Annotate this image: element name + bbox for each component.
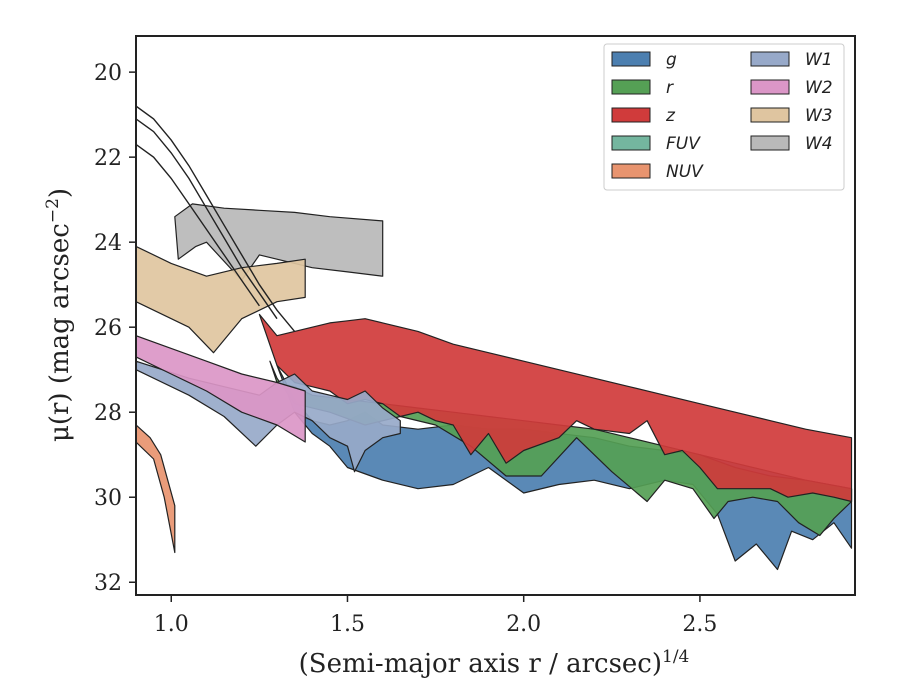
legend-swatch-w1 (750, 51, 790, 67)
y-tick-label: 28 (94, 401, 122, 426)
legend-label-w2: W2 (805, 78, 833, 98)
y-axis-ticks: 20 22 24 26 28 30 32 (94, 61, 136, 596)
plot-frame (135, 35, 856, 596)
profile-bands (136, 203, 853, 571)
x-axis-title: (Semi-major axis r / arcsec)1/4 (299, 647, 690, 679)
y-tick-label: 32 (94, 571, 122, 596)
y-tick-label: 22 (94, 146, 122, 171)
legend-swatch-z (611, 107, 651, 123)
legend-label-nuv: NUV (666, 162, 704, 182)
legend-label-z: z (665, 106, 676, 126)
model-lines (136, 105, 296, 332)
band-nuv (136, 424, 176, 554)
x-tick-label: 2.0 (506, 612, 541, 637)
legend-swatch-w2 (750, 79, 790, 95)
band-z (258, 313, 853, 503)
legend-label-g: g (666, 50, 677, 70)
x-axis-title-sup: 1/4 (662, 647, 689, 667)
legend-label-fuv: FUV (666, 134, 701, 154)
model-line-3 (136, 143, 260, 307)
y-tick-label: 26 (94, 316, 122, 341)
x-tick-label: 1.0 (154, 612, 189, 637)
y-axis-title: μ(r) (mag arcsec−2) (43, 188, 75, 442)
model-line-1 (136, 105, 296, 332)
y-axis-title-end: ) (45, 188, 75, 198)
legend: grz FUV NUV W1 W2 W3 W4 (603, 43, 845, 191)
x-tick-label: 1.5 (330, 612, 365, 637)
legend-swatch-w3 (750, 107, 790, 123)
band-w4 (174, 203, 384, 281)
x-tick-label: 2.5 (682, 612, 717, 637)
legend-label-w1: W1 (805, 50, 833, 70)
y-tick-label: 24 (94, 231, 122, 256)
y-axis-title-sup: −2 (43, 198, 63, 223)
model-line-2 (136, 118, 278, 320)
band-w3 (136, 245, 306, 354)
band-g (276, 364, 853, 571)
y-tick-label: 30 (94, 486, 122, 511)
legend-swatch-g (611, 51, 651, 67)
legend-swatch-w4 (750, 135, 790, 151)
legend-label-w4: W4 (805, 134, 833, 154)
y-tick-label: 20 (94, 61, 122, 86)
legend-swatch-fuv (611, 135, 651, 151)
legend-label-r: r (666, 78, 674, 98)
band-w2 (136, 335, 306, 443)
x-axis-ticks: 1.0 1.5 2.0 2.5 (154, 595, 717, 637)
legend-swatch-nuv (611, 163, 651, 179)
legend-swatch-r (611, 79, 651, 95)
legend-label-w3: W3 (805, 106, 833, 126)
